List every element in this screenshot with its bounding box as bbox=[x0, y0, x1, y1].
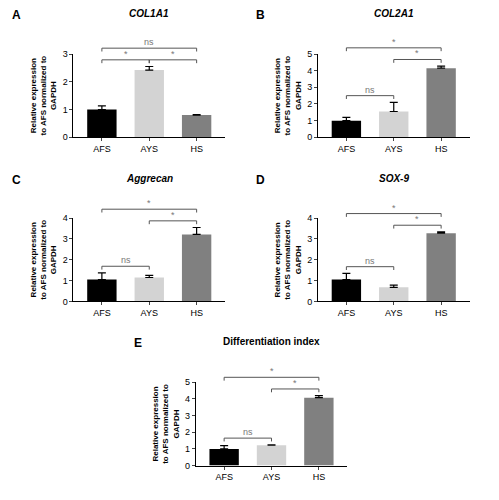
svg-text:AFS: AFS bbox=[338, 144, 356, 154]
svg-text:2: 2 bbox=[307, 255, 312, 265]
svg-text:ns: ns bbox=[365, 85, 375, 95]
svg-text:*: * bbox=[392, 203, 396, 213]
svg-text:Aggrecan: Aggrecan bbox=[126, 173, 173, 184]
svg-text:4: 4 bbox=[307, 213, 312, 223]
svg-text:*: * bbox=[171, 49, 175, 59]
svg-text:COL2A1: COL2A1 bbox=[374, 8, 414, 19]
svg-text:1: 1 bbox=[307, 276, 312, 286]
svg-text:3: 3 bbox=[307, 234, 312, 244]
svg-text:*: * bbox=[293, 378, 297, 388]
svg-text:AFS: AFS bbox=[338, 308, 356, 318]
svg-text:2: 2 bbox=[307, 99, 312, 109]
svg-text:HS: HS bbox=[313, 472, 326, 482]
svg-text:AFS: AFS bbox=[93, 308, 111, 318]
svg-text:0: 0 bbox=[307, 297, 312, 307]
svg-text:2: 2 bbox=[185, 427, 190, 437]
svg-text:*: * bbox=[124, 49, 128, 59]
svg-text:1: 1 bbox=[63, 276, 68, 286]
svg-text:Relative expressionto AFS norm: Relative expressionto AFS normalized toG… bbox=[273, 56, 303, 136]
svg-text:0: 0 bbox=[307, 132, 312, 142]
svg-text:ns: ns bbox=[121, 255, 131, 265]
svg-text:Differentiation index: Differentiation index bbox=[223, 336, 320, 347]
svg-text:HS: HS bbox=[435, 308, 448, 318]
svg-text:3: 3 bbox=[63, 234, 68, 244]
svg-text:3: 3 bbox=[63, 49, 68, 59]
svg-text:4: 4 bbox=[63, 213, 68, 223]
svg-text:2: 2 bbox=[63, 255, 68, 265]
svg-text:0: 0 bbox=[63, 297, 68, 307]
svg-text:3: 3 bbox=[185, 411, 190, 421]
svg-text:ns: ns bbox=[365, 256, 375, 266]
svg-text:Relative expressionto AFS norm: Relative expressionto AFS normalized toG… bbox=[29, 56, 59, 136]
svg-text:*: * bbox=[392, 37, 396, 47]
svg-text:0: 0 bbox=[63, 132, 68, 142]
svg-text:A: A bbox=[12, 8, 21, 22]
svg-text:ns: ns bbox=[243, 427, 253, 437]
svg-text:4: 4 bbox=[307, 66, 312, 76]
svg-text:0: 0 bbox=[185, 461, 190, 471]
svg-text:AFS: AFS bbox=[215, 472, 233, 482]
svg-text:SOX-9: SOX-9 bbox=[379, 173, 409, 184]
svg-text:3: 3 bbox=[307, 82, 312, 92]
svg-text:HS: HS bbox=[190, 308, 203, 318]
svg-text:*: * bbox=[147, 198, 151, 208]
svg-text:*: * bbox=[415, 214, 419, 224]
svg-text:2: 2 bbox=[63, 77, 68, 87]
svg-text:C: C bbox=[12, 173, 21, 187]
svg-text:Relative expressionto AFS norm: Relative expressionto AFS normalized toG… bbox=[273, 220, 303, 300]
svg-text:5: 5 bbox=[185, 377, 190, 387]
svg-text:B: B bbox=[256, 8, 265, 22]
svg-text:Relative expressionto AFS norm: Relative expressionto AFS normalized toG… bbox=[29, 220, 59, 300]
svg-text:AYS: AYS bbox=[141, 308, 158, 318]
svg-text:E: E bbox=[134, 336, 142, 350]
svg-text:ns: ns bbox=[144, 37, 154, 47]
svg-text:*: * bbox=[171, 210, 175, 220]
svg-text:1: 1 bbox=[307, 116, 312, 126]
svg-text:AYS: AYS bbox=[385, 308, 402, 318]
svg-text:*: * bbox=[270, 366, 274, 376]
svg-text:HS: HS bbox=[190, 144, 203, 154]
svg-text:4: 4 bbox=[185, 394, 190, 404]
svg-text:COL1A1: COL1A1 bbox=[129, 8, 169, 19]
svg-text:1: 1 bbox=[185, 444, 190, 454]
svg-text:*: * bbox=[415, 48, 419, 58]
svg-text:AYS: AYS bbox=[141, 144, 158, 154]
svg-text:AYS: AYS bbox=[385, 144, 402, 154]
svg-text:D: D bbox=[256, 173, 265, 187]
svg-text:1: 1 bbox=[63, 105, 68, 115]
svg-text:5: 5 bbox=[307, 49, 312, 59]
svg-text:HS: HS bbox=[435, 144, 448, 154]
svg-text:AFS: AFS bbox=[93, 144, 111, 154]
svg-text:AYS: AYS bbox=[263, 472, 280, 482]
svg-text:Relative expressionto AFS norm: Relative expressionto AFS normalized toG… bbox=[151, 384, 181, 464]
